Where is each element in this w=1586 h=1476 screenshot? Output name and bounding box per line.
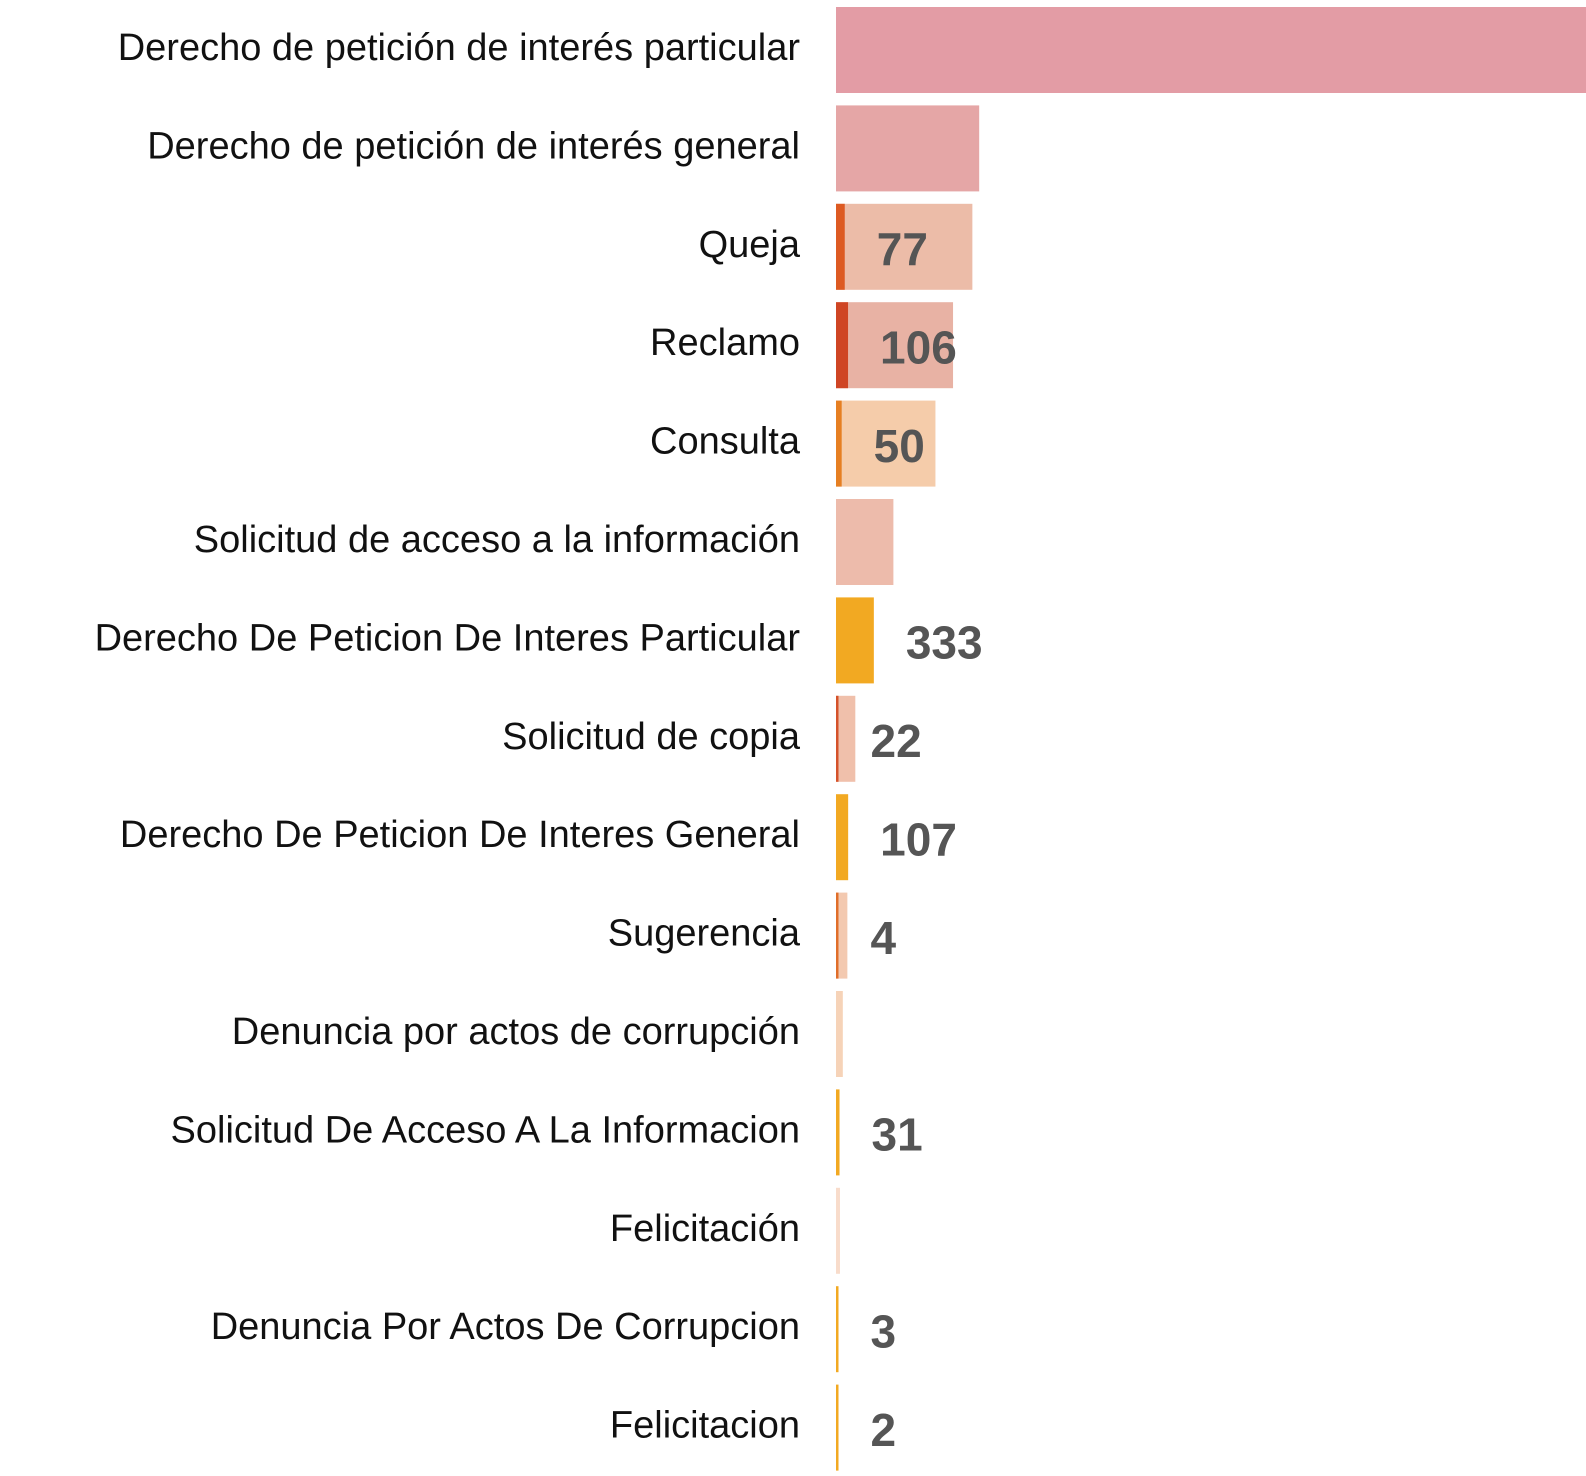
bar — [836, 203, 845, 290]
bar — [836, 892, 848, 979]
bar — [836, 892, 839, 979]
bar — [836, 1187, 840, 1274]
data-label: 4 — [871, 912, 897, 964]
data-label: 333 — [906, 617, 983, 669]
category-label: Denuncia Por Actos De Corrupcion — [211, 1306, 800, 1348]
category-label: Derecho De Peticion De Interes Particula… — [95, 617, 801, 659]
data-label: 22 — [871, 715, 922, 767]
data-label: 3 — [871, 1305, 897, 1357]
bar — [836, 400, 842, 487]
data-label: 50 — [874, 420, 925, 472]
bar — [836, 400, 936, 487]
bar — [836, 1089, 840, 1176]
category-label: Felicitación — [610, 1208, 800, 1250]
category-label: Denuncia por actos de corrupción — [232, 1011, 800, 1053]
bar — [836, 302, 954, 389]
bar — [836, 7, 1586, 93]
category-label: Consulta — [650, 421, 801, 463]
category-label: Felicitacion — [610, 1405, 800, 1447]
bar — [836, 1384, 839, 1471]
data-label: 107 — [880, 813, 957, 865]
bar — [836, 597, 874, 684]
category-label: Derecho De Peticion De Interes General — [120, 814, 800, 856]
bar — [836, 203, 973, 290]
bar — [836, 1286, 839, 1373]
data-label: 31 — [872, 1109, 923, 1161]
bar — [836, 695, 856, 782]
bar — [836, 695, 839, 782]
category-label: Queja — [699, 224, 801, 266]
data-label: 106 — [880, 321, 957, 373]
category-label: Solicitud De Acceso A La Informacion — [171, 1109, 800, 1151]
category-label: Derecho de petición de interés general — [147, 125, 800, 167]
bar — [836, 105, 980, 192]
data-label: 2 — [871, 1404, 897, 1456]
bar — [836, 302, 849, 389]
bar — [836, 499, 894, 585]
data-label: 77 — [877, 223, 928, 275]
category-label: Derecho de petición de interés particula… — [118, 27, 801, 69]
category-label: Solicitud de copia — [502, 716, 801, 758]
category-label: Reclamo — [650, 322, 800, 364]
bar — [836, 991, 843, 1077]
category-label: Sugerencia — [608, 913, 801, 955]
bar — [836, 794, 849, 881]
category-label: Solicitud de acceso a la información — [194, 519, 800, 561]
